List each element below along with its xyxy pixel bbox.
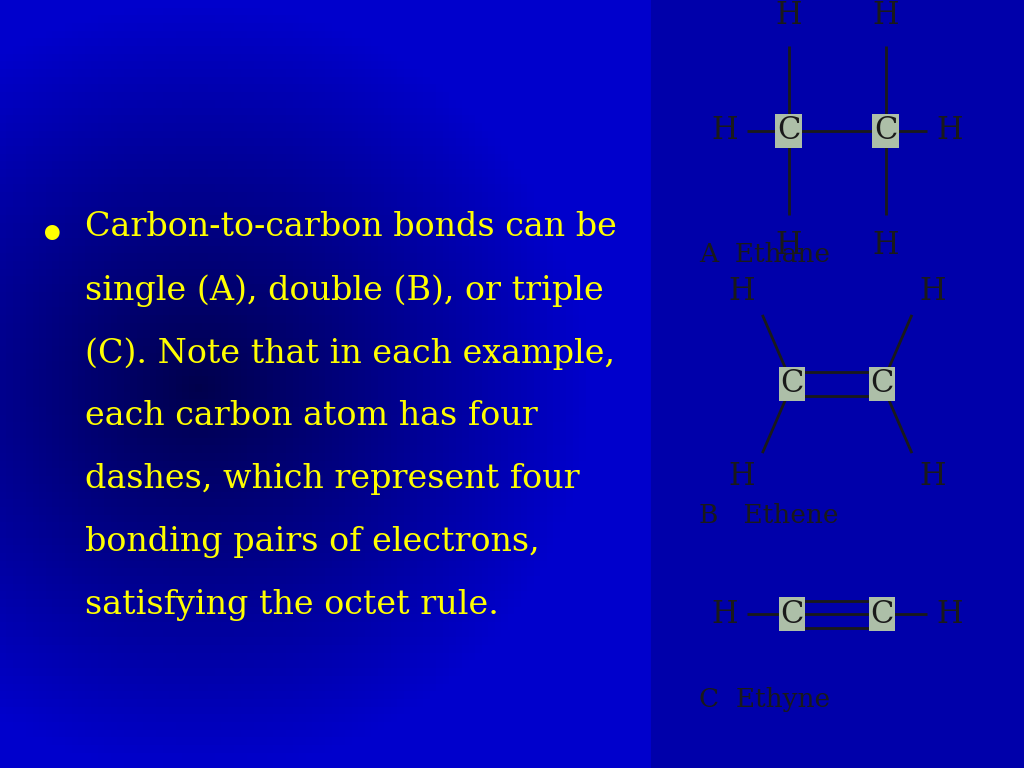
- Text: C: C: [870, 599, 894, 630]
- Text: satisfying the octet rule.: satisfying the octet rule.: [85, 589, 499, 621]
- Text: •: •: [39, 215, 66, 257]
- Text: B   Ethene: B Ethene: [698, 503, 839, 528]
- Text: H: H: [728, 276, 755, 307]
- Text: H: H: [936, 115, 963, 146]
- Text: H: H: [920, 276, 946, 307]
- Text: C  Ethyne: C Ethyne: [698, 687, 830, 713]
- Text: bonding pairs of electrons,: bonding pairs of electrons,: [85, 526, 540, 558]
- Text: H: H: [728, 461, 755, 492]
- Text: H: H: [712, 115, 738, 146]
- Text: (C). Note that in each example,: (C). Note that in each example,: [85, 337, 614, 370]
- Text: H: H: [775, 230, 802, 261]
- Text: C: C: [874, 115, 897, 146]
- Text: each carbon atom has four: each carbon atom has four: [85, 400, 538, 432]
- Text: C: C: [870, 369, 894, 399]
- Text: Carbon-to-carbon bonds can be: Carbon-to-carbon bonds can be: [85, 211, 616, 243]
- Text: A  Ethane: A Ethane: [698, 242, 829, 267]
- Text: dashes, which represent four: dashes, which represent four: [85, 463, 580, 495]
- Text: H: H: [872, 230, 899, 261]
- Text: C: C: [777, 115, 800, 146]
- Text: C: C: [780, 369, 804, 399]
- Text: H: H: [872, 0, 899, 31]
- Text: H: H: [775, 0, 802, 31]
- Text: H: H: [712, 599, 738, 630]
- Text: single (A), double (B), or triple: single (A), double (B), or triple: [85, 274, 603, 307]
- Text: H: H: [936, 599, 963, 630]
- Text: C: C: [780, 599, 804, 630]
- Text: H: H: [920, 461, 946, 492]
